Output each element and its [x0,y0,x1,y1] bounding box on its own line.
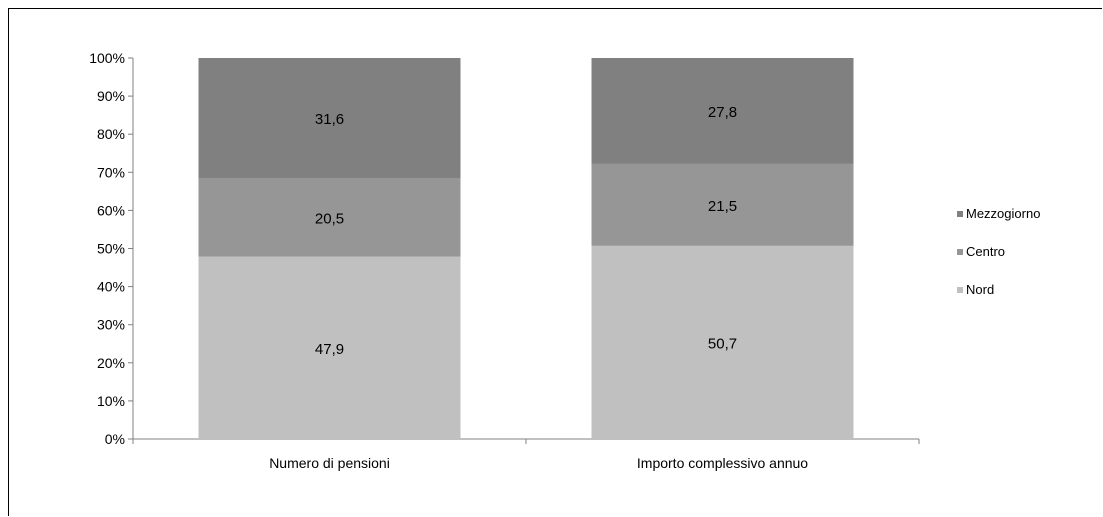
data-label: 21,5 [708,198,737,215]
chart-legend: Mezzogiorno Centro Nord [957,206,1040,297]
y-tick-label: 60% [97,202,125,218]
bar-segment-nord [198,256,461,439]
legend-swatch-mezzogiorno [957,211,963,217]
legend-swatch-centro [957,249,963,255]
y-tick-label: 10% [97,393,125,409]
y-tick-label: 70% [97,164,125,180]
y-tick-label: 50% [97,241,125,257]
data-label: 50,7 [708,335,737,352]
x-category-label: Numero di pensioni [269,455,390,471]
data-label: 31,6 [315,111,344,128]
legend-swatch-nord [957,287,963,293]
bar-segment-centro [198,178,461,257]
y-tick-label: 0% [105,431,125,447]
y-tick-label: 90% [97,88,125,104]
y-tick-label: 40% [97,279,125,295]
bar-segment-mezzogiorno [198,58,461,179]
legend-label: Nord [966,282,994,297]
bar-segment-nord [591,245,854,439]
legend-label: Mezzogiorno [966,206,1040,221]
data-label: 20,5 [315,210,344,227]
chart-frame [8,8,1102,516]
y-tick-label: 20% [97,355,125,371]
bar-segment-centro [591,163,854,246]
y-tick-label: 80% [97,126,125,142]
legend-label: Centro [966,244,1005,259]
chart-bars [198,58,854,439]
x-category-label: Importo complessivo annuo [637,455,808,471]
data-label: 47,9 [315,341,344,358]
data-label: 27,8 [708,104,737,121]
y-tick-label: 100% [89,50,125,66]
y-tick-label: 30% [97,317,125,333]
chart-data-labels: 47,9 20,5 31,6 50,7 21,5 27,8 [315,104,737,358]
bar-segment-mezzogiorno [591,58,854,164]
